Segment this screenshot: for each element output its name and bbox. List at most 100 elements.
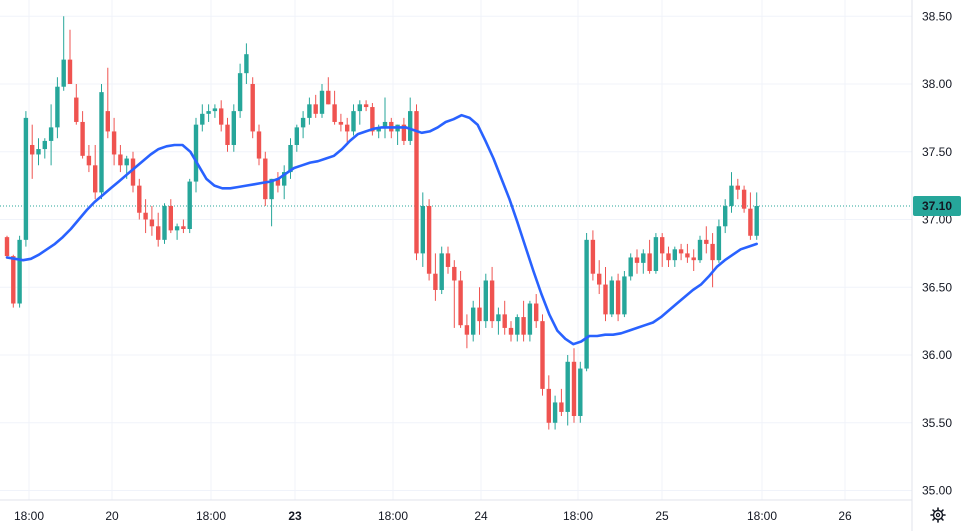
y-tick-label: 37.50 (922, 145, 952, 159)
candle-down (263, 151, 268, 206)
candle-up (288, 138, 293, 179)
candle-body (319, 90, 325, 114)
y-tick-label: 38.00 (922, 77, 952, 91)
candle-body (426, 205, 432, 274)
candle-down (275, 172, 281, 193)
candle-body (433, 273, 438, 290)
candle-body (219, 108, 224, 125)
gear-icon[interactable] (930, 507, 946, 523)
candle-body (748, 208, 753, 236)
candle-up (187, 178, 192, 234)
candle-body (313, 104, 318, 114)
candle-down (67, 29, 73, 85)
candle-up (17, 235, 22, 308)
candle-body (653, 237, 659, 272)
candle-down (521, 300, 526, 342)
candle-body (735, 185, 740, 190)
candle-body (571, 361, 577, 416)
candle-down (11, 254, 16, 308)
last-price-tag-bg (913, 195, 961, 216)
candle-body (357, 104, 362, 112)
candle-body (4, 237, 10, 257)
candle-down (414, 104, 419, 261)
candle-body (445, 253, 451, 267)
candle-body (42, 140, 47, 150)
candle-up (628, 253, 633, 281)
candle-up (439, 246, 444, 295)
candle-body (86, 155, 92, 166)
candle-up (212, 104, 218, 118)
candle-down (433, 253, 438, 301)
x-tick-label: 18:00 (14, 509, 44, 523)
candle-body (149, 219, 155, 227)
candle-body (471, 307, 476, 335)
candle-up (515, 314, 520, 342)
candle-down (156, 212, 161, 247)
candle-down (332, 90, 337, 125)
candle-up (237, 63, 243, 118)
candle-down (313, 94, 318, 118)
candle-body (137, 185, 142, 213)
candle-up (174, 223, 180, 240)
candle-body (181, 226, 186, 229)
candle-body (672, 249, 677, 261)
candle-down (735, 178, 740, 200)
candle-down (74, 84, 79, 125)
candle-up (420, 192, 425, 267)
candle-up (357, 100, 362, 125)
candle-body (156, 226, 161, 240)
candle-body (464, 325, 470, 335)
candle-down (4, 235, 10, 259)
candle-body (269, 178, 274, 200)
candle-body (521, 317, 526, 335)
candle-down (93, 144, 98, 200)
candle-body (48, 127, 54, 141)
candle-down (691, 249, 696, 272)
y-axis-ticks[interactable]: 38.50 38.00 37.50 37.00 36.50 36.00 35.50 35.00 (922, 9, 952, 497)
candle-body (345, 124, 350, 132)
candle-down (540, 314, 545, 396)
candle-down (130, 151, 136, 193)
candle-body (622, 276, 627, 315)
candle-down (137, 178, 142, 220)
candle-body (704, 239, 709, 244)
x-axis-ticks[interactable]: 18:00 20 18:00 23 18:00 24 18:00 25 18:00 26 (14, 509, 852, 523)
candle-body (634, 257, 640, 263)
candle-body (710, 243, 715, 261)
candle-down (452, 260, 457, 328)
candle-body (307, 104, 312, 118)
candle-up (408, 97, 413, 145)
candle-body (483, 280, 488, 322)
candle-body (603, 284, 608, 315)
candles (4, 16, 759, 430)
candle-body (326, 90, 331, 105)
candle-body (200, 113, 205, 125)
last-price-tag: 37.10 (913, 195, 961, 216)
candle-body (666, 253, 671, 261)
candle-body (231, 111, 236, 145)
candle-down (502, 300, 507, 335)
candle-up (382, 97, 388, 139)
candle-body (250, 84, 255, 132)
x-tick-label: 26 (838, 509, 852, 523)
candle-body (452, 266, 457, 281)
candle-down (118, 144, 123, 173)
moving-average-line (5, 113, 758, 346)
x-tick-label: 23 (288, 509, 302, 523)
candle-down (590, 230, 596, 281)
candle-body (534, 303, 539, 322)
candle-down (143, 199, 148, 234)
candle-down (704, 226, 709, 254)
candle-body (515, 317, 520, 335)
candle-body (729, 185, 734, 206)
candle-down (256, 124, 262, 166)
candle-body (716, 226, 722, 261)
candle-down (225, 117, 230, 152)
candle-up (55, 77, 60, 139)
candle-body (338, 121, 344, 125)
candle-up (269, 178, 274, 227)
candle-body (691, 257, 696, 261)
candle-down (571, 348, 577, 423)
candle-body (212, 108, 218, 112)
